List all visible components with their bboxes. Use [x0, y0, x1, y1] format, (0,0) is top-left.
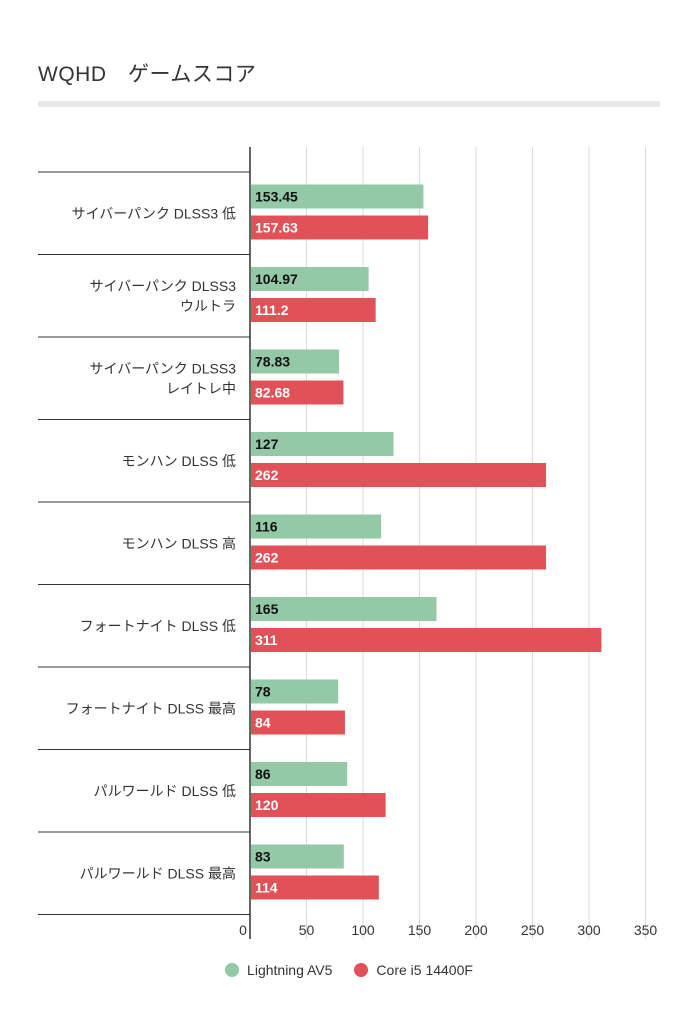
- bar: [251, 762, 348, 786]
- bar-value-label: 82.68: [255, 385, 290, 401]
- bar: [251, 380, 344, 405]
- x-tick-label: 300: [577, 922, 601, 938]
- legend-item: Core i5 14400F: [354, 962, 473, 978]
- bar-value-label: 104.97: [255, 271, 298, 287]
- x-tick-label: 150: [408, 922, 432, 938]
- bar: [251, 597, 437, 621]
- x-tick-label: 50: [299, 922, 315, 938]
- category-label: パルワールド DLSS 低: [94, 783, 236, 799]
- bar-value-label: 116: [255, 519, 278, 535]
- category-label: モンハン DLSS 高: [122, 535, 236, 551]
- bar: [251, 432, 394, 456]
- x-tick-label: 350: [634, 922, 658, 938]
- bar-value-label: 311: [255, 632, 278, 648]
- category-label: フォートナイト DLSS 低: [80, 618, 236, 634]
- bar: [251, 514, 382, 539]
- bar: [251, 545, 547, 570]
- bar: [251, 463, 547, 487]
- bar-value-label: 86: [255, 766, 271, 782]
- bar-value-label: 262: [255, 467, 279, 483]
- bar-value-label: 120: [255, 797, 279, 813]
- legend-swatch: [354, 963, 369, 977]
- bar-chart: 0 50 100 150 200 250 300 350 サイバーパンク DLSS3 低サイバー…: [38, 147, 658, 939]
- category-label: レイトレ中: [166, 380, 236, 396]
- bar-value-label: 114: [255, 880, 278, 896]
- x-tick-label: 100: [351, 922, 375, 938]
- bar-value-label: 157.63: [255, 220, 298, 236]
- bar-value-label: 127: [255, 436, 279, 452]
- bar-value-label: 78.83: [255, 354, 290, 370]
- bar: [251, 298, 376, 322]
- category-label: ウルトラ: [180, 298, 236, 314]
- bar-value-label: 111.2: [255, 302, 289, 318]
- bar: [251, 710, 345, 735]
- bar-value-label: 83: [255, 849, 271, 865]
- bar: [251, 844, 344, 869]
- legend: Lightning AV5 Core i5 14400F: [0, 962, 698, 978]
- bar: [251, 215, 429, 240]
- legend-swatch: [225, 963, 240, 977]
- x-tick-label: 200: [464, 922, 488, 938]
- bar: [251, 184, 424, 209]
- bar: [251, 875, 379, 900]
- category-label: パルワールド DLSS 最高: [80, 865, 236, 881]
- legend-item: Lightning AV5: [225, 962, 332, 978]
- bar: [251, 349, 340, 374]
- labels: 0 50 100 150 200 250 300 350 サイバーパンク DLSS3 低サイバー…: [66, 189, 658, 939]
- x-tick-label: 0: [239, 922, 247, 938]
- bar: [251, 267, 369, 291]
- legend-label: Core i5 14400F: [376, 962, 473, 978]
- title-divider: [38, 101, 660, 107]
- bar: [251, 679, 339, 704]
- bar-value-label: 262: [255, 550, 279, 566]
- bar-value-label: 165: [255, 601, 279, 617]
- bar-value-label: 153.45: [255, 189, 298, 205]
- bar: [251, 793, 386, 817]
- legend-label: Lightning AV5: [247, 962, 333, 978]
- bar-value-label: 78: [255, 684, 271, 700]
- bars: [251, 184, 602, 900]
- bar-value-label: 84: [255, 715, 271, 731]
- chart-title: WQHD ゲームスコア: [38, 63, 257, 86]
- category-label: フォートナイト DLSS 最高: [66, 700, 236, 716]
- category-label: サイバーパンク DLSS3: [89, 360, 236, 376]
- category-label: サイバーパンク DLSS3: [89, 278, 236, 294]
- category-label: サイバーパンク DLSS3 低: [72, 205, 236, 221]
- bar: [251, 628, 602, 652]
- x-tick-label: 250: [521, 922, 545, 938]
- category-label: モンハン DLSS 低: [122, 453, 236, 469]
